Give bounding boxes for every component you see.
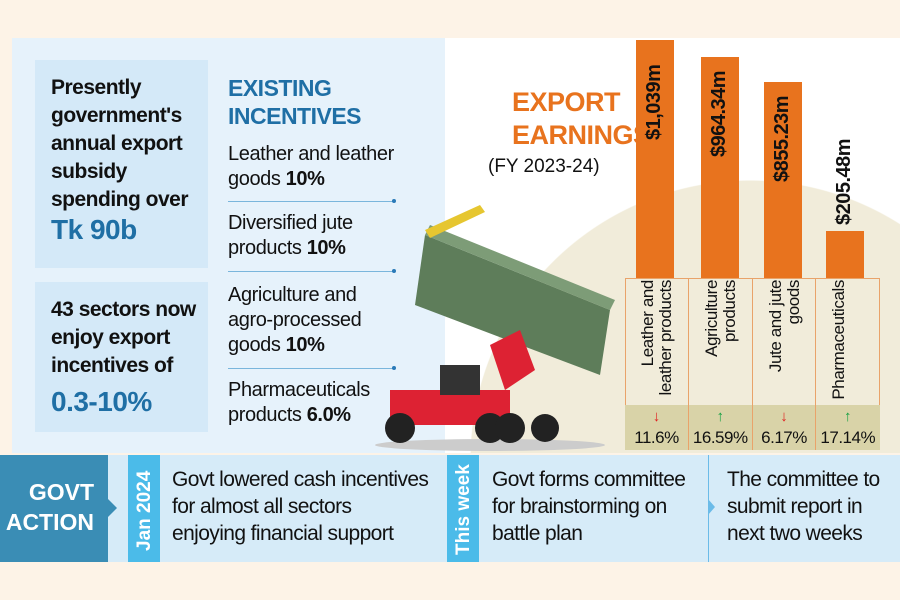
change-value: 17.14% [820,428,876,447]
change-value: 11.6% [634,428,679,447]
sectors-range: 0.3-10% [51,386,152,417]
arrow-down-icon: ↓ [780,408,788,425]
divider [228,366,396,370]
incentive-item: Diversified jute products 10% [228,212,353,259]
category-label: Jute and jute goods [765,280,803,373]
sectors-text: 43 sectors now enjoy export incentives o… [51,298,196,377]
incentive-item: Pharmaceuticals products 6.0% [228,379,370,426]
bar-2 [701,57,739,278]
timeline-event-3: The committee to submit report in next two… [727,468,880,545]
timeline-divider [708,455,715,562]
date-tag-jan-2024: Jan 2024 [128,455,160,562]
category-cell [689,278,753,450]
data-label: $855.23m [771,96,793,183]
incentives-title: EXISTING INCENTIVES [228,75,362,129]
timeline-event-1: Govt lowered cash incentives for almost a… [172,468,429,545]
timeline-event-2: Govt forms committee for brainstorming on… [492,468,686,545]
category-label: Leather and leather products [638,280,675,396]
data-label: $1,039m [643,64,665,140]
divider [228,199,396,203]
category-label: Pharmaceuticals [829,280,849,400]
bar-4 [826,230,864,278]
data-label: $205.48m [833,138,855,225]
subsidy-amount: Tk 90b [51,214,137,245]
category-cell [753,278,817,450]
category-cell [625,278,689,450]
arrow-up-icon: ↑ [844,408,852,425]
govt-action-label: GOVT ACTION [0,455,117,562]
change-value: 16.59% [692,428,748,447]
container-truck-illustration [375,205,615,451]
divider [228,269,396,273]
chart-title: EXPORT EARNINGS [512,87,651,150]
change-value: 6.17% [761,428,807,447]
arrow-up-icon: ↑ [716,408,725,425]
incentive-item: Agriculture and agro-processed goods 10% [228,284,362,356]
bar-1 [636,40,674,278]
category-label: Agriculture products [701,280,739,357]
chart-subtitle: (FY 2023-24) [488,156,600,177]
date-tag-this-week: This week [447,455,479,562]
arrow-down-icon: ↓ [652,408,661,425]
subsidy-box: Presently government's annual export sub… [35,60,208,268]
subsidy-text: Presently government's annual export sub… [51,76,189,211]
bar-3 [764,82,802,278]
change-strip [625,405,880,450]
incentive-item: Leather and leather goods 10% [228,143,394,190]
data-label: $964.34m [708,71,730,158]
sectors-box: 43 sectors now enjoy export incentives o… [35,282,208,432]
